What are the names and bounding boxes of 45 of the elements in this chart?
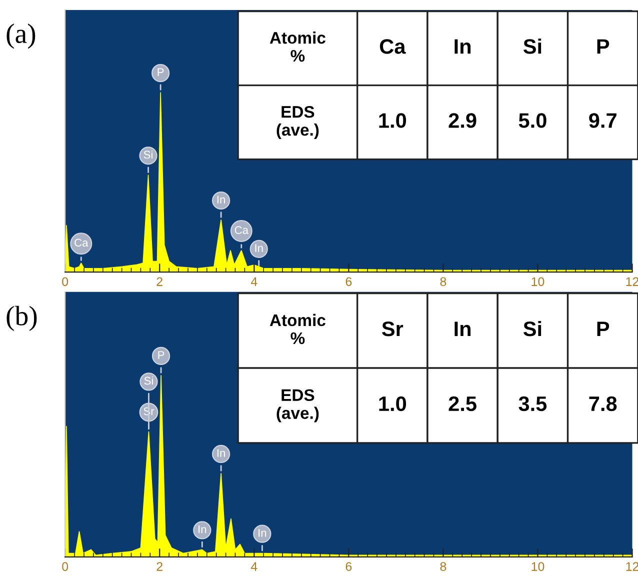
annotation: 5.0 [518,113,546,128]
annotation: Ca [74,238,88,247]
annotation: EDS (ave.) [276,106,319,140]
x-tick-label: 4 [250,277,258,286]
x-tick-label: 0 [62,277,68,286]
x-tick-label: 4 [250,562,258,571]
annotation: P [158,68,164,76]
annotation: P [158,351,164,359]
x-tick-label: 10 [532,562,544,571]
text: Atomic % [270,32,326,62]
x-tick-label: 6 [346,562,352,571]
x-tick-label: 0 [62,562,68,571]
annotation: 3.5 [518,396,547,412]
text: Atomic % [270,314,326,344]
annotation: Si [144,376,153,385]
annotation: 2.9 [448,113,476,128]
annotation: In [258,529,266,537]
x-tick-label: 10 [532,277,544,286]
text: Sr [382,322,404,336]
x-tick-label: 2 [156,277,162,286]
x-tick-label: 6 [346,277,352,286]
x-tick-label: 2 [156,562,162,571]
annotation: Si [144,150,152,159]
text: P [597,39,610,54]
x-tick-label: 8 [440,277,446,286]
annotation: 1.0 [379,396,406,412]
annotation: 1.0 [379,113,406,128]
annotation: 7.8 [589,396,617,412]
text: In [454,322,471,336]
annotation: In [217,449,225,457]
text: Si [523,38,542,54]
text: P [597,322,610,336]
chart-title: (a) [6,24,36,49]
text: Si [523,320,542,336]
text: Ca [380,39,406,54]
annotation: 2.5 [448,396,476,412]
annotation: Ca [234,226,248,234]
chart-title: (b) [6,306,37,332]
x-tick-label: 8 [440,562,446,571]
text: In [454,39,471,54]
annotation: 9.7 [589,113,616,128]
annotation: In [255,244,263,252]
annotation: In [198,525,206,534]
annotation: In [217,196,225,204]
annotation: EDS (ave.) [276,389,319,422]
